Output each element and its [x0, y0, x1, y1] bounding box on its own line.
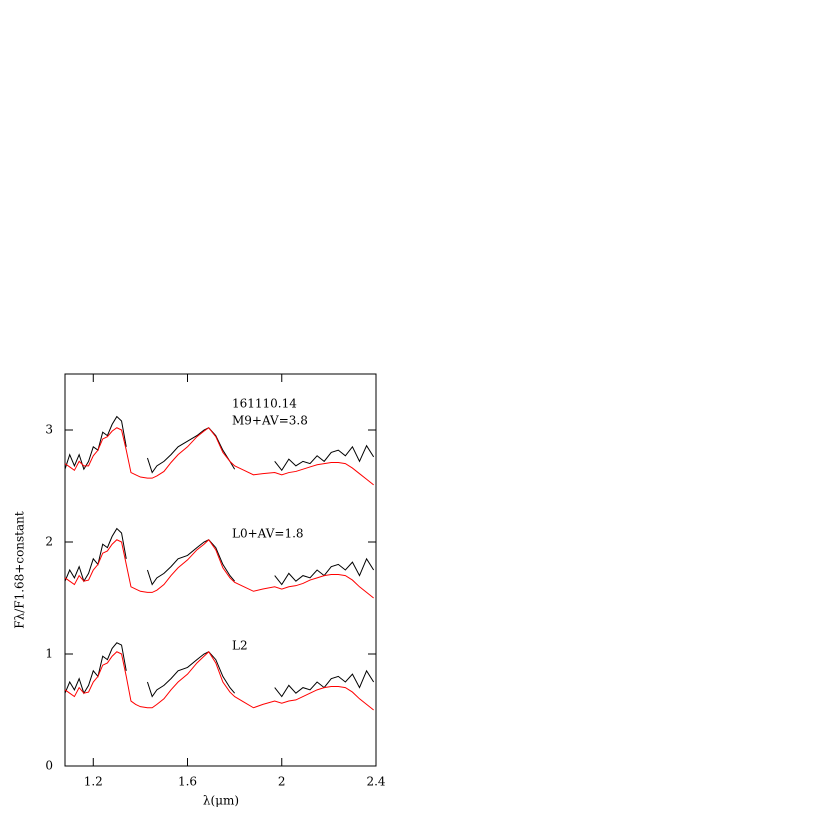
x-tick-label: 2 [278, 775, 286, 789]
annotation: 161110.14 [232, 397, 297, 411]
x-axis-label: λ(μm) [203, 794, 239, 808]
x-tick-label: 1.2 [84, 775, 103, 789]
y-axis-label: Fλ/F1.68+constant [13, 511, 27, 629]
spectrum-line [64, 415, 375, 474]
y-tick-label: 1 [45, 647, 53, 661]
spectrum-line [64, 650, 374, 711]
spectrum-line [64, 427, 374, 486]
annotation: L2 [232, 639, 248, 653]
plot-frame [64, 373, 377, 767]
y-tick-label: 2 [45, 535, 53, 549]
y-tick-label: 3 [45, 423, 53, 437]
x-tick-label: 1.6 [178, 775, 197, 789]
spectrum-line [64, 527, 375, 586]
y-tick-label: 0 [45, 759, 53, 773]
spectrum-line [64, 538, 374, 599]
annotation: M9+AV=3.8 [232, 414, 308, 428]
annotation: L0+AV=1.8 [232, 527, 304, 541]
x-tick-label: 2.4 [366, 775, 385, 789]
spectrum-line [64, 642, 375, 698]
